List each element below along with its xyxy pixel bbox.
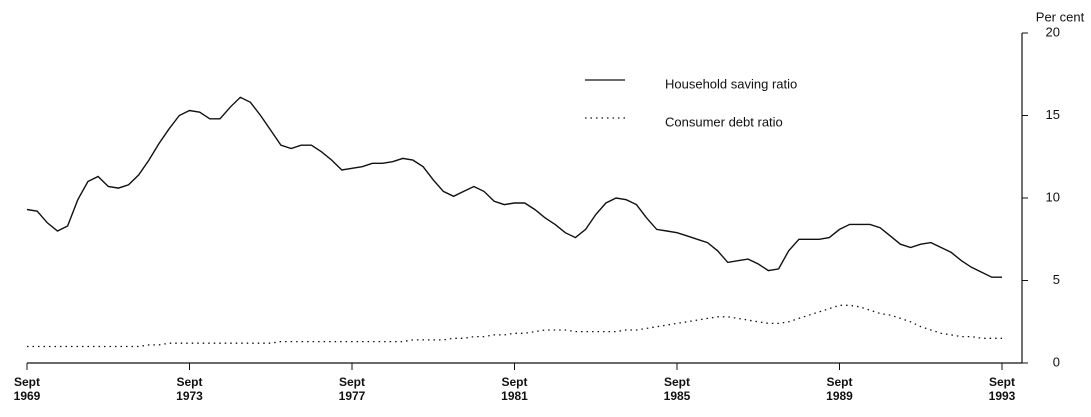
x-tick-label: 1969 xyxy=(14,389,41,403)
x-tick-label: Sept xyxy=(501,375,527,389)
x-tick-label: 1993 xyxy=(989,389,1016,403)
y-tick-label: 15 xyxy=(1046,107,1060,122)
x-tick-label: 1977 xyxy=(339,389,366,403)
y-tick-label: 5 xyxy=(1053,272,1060,287)
x-tick-label: 1985 xyxy=(664,389,691,403)
y-tick-label: 0 xyxy=(1053,354,1060,369)
x-tick-label: Sept xyxy=(176,375,202,389)
legend-label: Consumer debt ratio xyxy=(665,114,783,129)
x-tick-label: 1973 xyxy=(176,389,203,403)
legend-label: Household saving ratio xyxy=(665,76,797,91)
x-tick-label: Sept xyxy=(14,375,40,389)
x-tick-label: Sept xyxy=(339,375,365,389)
y-tick-label: 20 xyxy=(1046,24,1060,39)
x-tick-label: Sept xyxy=(826,375,852,389)
x-tick-label: Sept xyxy=(664,375,690,389)
series-line xyxy=(26,96,1002,278)
x-tick-label: 1989 xyxy=(826,389,853,403)
x-tick-label: 1981 xyxy=(501,389,528,403)
y-axis-label: Per cent xyxy=(1036,9,1085,24)
x-tick-label: Sept xyxy=(989,375,1015,389)
series-line xyxy=(27,304,1002,348)
y-tick-label: 10 xyxy=(1046,189,1060,204)
